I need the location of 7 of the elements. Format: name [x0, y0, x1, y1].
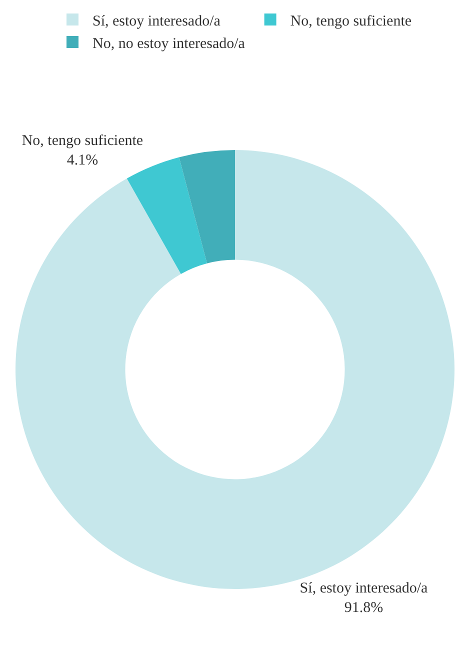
data-label: 91.8%: [344, 600, 384, 616]
slice-label: No, tengo suficiente: [22, 133, 144, 150]
legend-label: No, tengo suficiente: [290, 13, 412, 30]
legend-label: No, no estoy interesado/a: [92, 36, 246, 52]
data-label: 4.1%: [66, 152, 98, 169]
legend-label: Sí, estoy interesado/a: [92, 13, 221, 30]
slice-label: Sí, estoy interesado/a: [300, 580, 428, 597]
